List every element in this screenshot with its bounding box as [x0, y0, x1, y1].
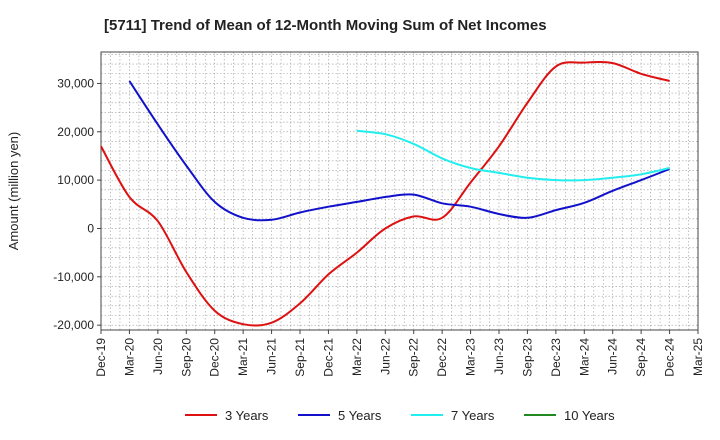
series-lines [100, 60, 670, 327]
x-tick-label: Jun-24 [606, 338, 620, 375]
plot-background [101, 52, 698, 330]
legend: 3 Years 5 Years 7 Years 10 Years [185, 408, 615, 423]
x-tick-label: Dec-21 [321, 338, 335, 377]
x-tick-label: Sep-24 [634, 338, 648, 377]
x-tick-label: Dec-23 [549, 338, 563, 377]
legend-label: 7 Years [451, 408, 495, 423]
legend-label: 3 Years [225, 408, 269, 423]
y-axis-label: Amount (million yen) [6, 132, 21, 251]
y-tick-label: 10,000 [57, 173, 94, 187]
series-line-7-years [356, 129, 670, 182]
y-tick-label: -20,000 [53, 318, 94, 332]
y-tick-label: 30,000 [57, 76, 94, 90]
x-axis: Dec-19 Mar-20 Jun-20 Sep-20 Dec-20 Mar-21 Jun-… [94, 330, 705, 377]
x-tick-label: Jun-22 [378, 338, 392, 375]
legend-label: 5 Years [338, 408, 382, 423]
x-tick-label: Dec-19 [94, 338, 108, 377]
y-axis: -20,000 -10,000 0 10,000 20,000 30,000 [53, 76, 101, 332]
x-tick-label: Jun-20 [151, 338, 165, 375]
y-tick-label: -10,000 [53, 270, 94, 284]
x-tick-label: Mar-22 [350, 338, 364, 376]
x-tick-label: Mar-25 [691, 338, 705, 376]
x-tick-label: Sep-22 [407, 338, 421, 377]
x-tick-label: Dec-24 [663, 338, 677, 377]
x-tick-label: Mar-20 [122, 338, 136, 376]
x-tick-label: Sep-21 [293, 338, 307, 377]
x-tick-label: Mar-21 [236, 338, 250, 376]
series-line-5-years [128, 80, 670, 222]
x-tick-label: Mar-24 [577, 338, 591, 376]
x-tick-label: Dec-20 [208, 338, 222, 377]
x-tick-label: Mar-23 [464, 338, 478, 376]
chart-title: [5711] Trend of Mean of 12-Month Moving … [104, 17, 547, 34]
y-tick-label: 0 [87, 221, 94, 235]
x-tick-label: Dec-22 [435, 338, 449, 377]
x-tick-label: Jun-23 [492, 338, 506, 375]
series-line-3-years [100, 60, 670, 327]
x-tick-label: Jun-21 [265, 338, 279, 375]
y-tick-label: 20,000 [57, 125, 94, 139]
plot-area [100, 51, 699, 331]
legend-label: 10 Years [564, 408, 615, 423]
x-tick-label: Sep-20 [179, 338, 193, 377]
x-tick-label: Sep-23 [520, 338, 534, 377]
plot-border [100, 51, 699, 331]
